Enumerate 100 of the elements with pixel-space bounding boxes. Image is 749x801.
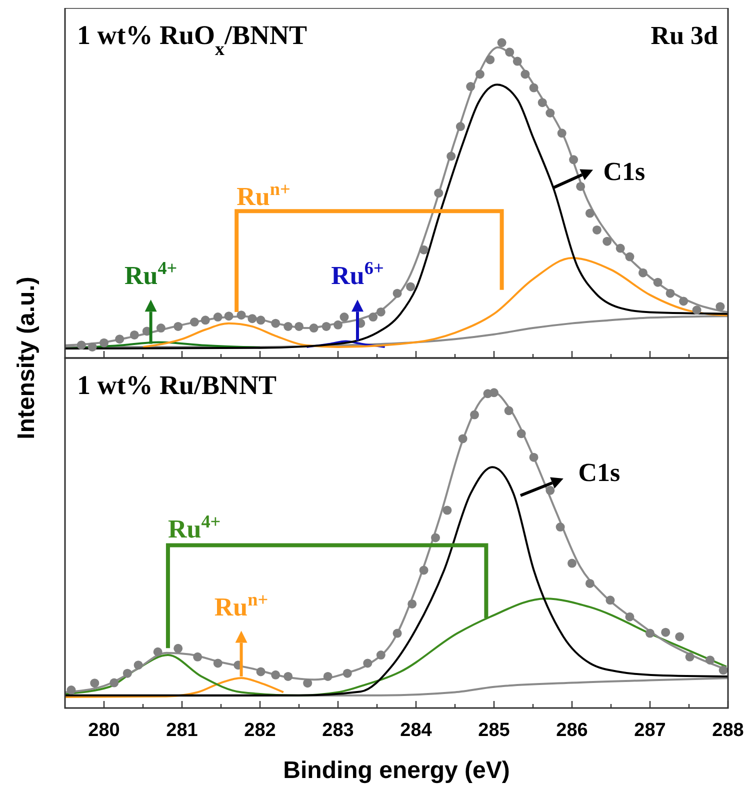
point	[592, 225, 602, 234]
point	[675, 632, 684, 642]
chart-title: 1 wt% Ru/BNNT	[77, 370, 277, 400]
point	[392, 288, 402, 298]
point	[606, 596, 615, 605]
point	[213, 658, 222, 668]
point	[625, 612, 634, 622]
point	[213, 312, 222, 322]
x-tick-label: 283	[322, 720, 354, 741]
point	[256, 667, 266, 676]
point	[538, 98, 547, 108]
point	[556, 522, 565, 532]
x-tick-label: 284	[400, 720, 432, 741]
point	[100, 338, 108, 348]
point	[66, 686, 76, 695]
point	[456, 122, 465, 132]
point	[419, 566, 428, 575]
annotation: Ru$^{n+}$	[214, 589, 268, 622]
y-axis-title: Intensity (a.u.)	[13, 276, 40, 440]
point	[90, 678, 100, 688]
point	[490, 388, 498, 398]
point	[434, 188, 444, 198]
point	[616, 244, 625, 253]
annotation: C1s	[603, 156, 646, 186]
point	[692, 306, 702, 315]
point	[342, 668, 352, 678]
point	[271, 670, 280, 680]
point	[576, 182, 586, 191]
point	[110, 678, 119, 688]
point	[512, 56, 522, 66]
point	[134, 660, 143, 670]
point	[224, 312, 234, 321]
point	[419, 245, 428, 254]
point	[569, 155, 578, 164]
point	[504, 406, 514, 416]
annotation: Ru$^{4+}$	[168, 512, 221, 544]
point	[340, 312, 349, 322]
point	[470, 410, 479, 420]
point	[130, 330, 139, 340]
point	[322, 322, 331, 331]
point	[284, 672, 293, 681]
x-tick-label: 282	[244, 720, 276, 741]
point	[376, 650, 386, 660]
point	[236, 310, 246, 320]
annotation: Ru 3d	[650, 21, 719, 50]
x-tick-label: 285	[478, 720, 510, 741]
point	[174, 644, 183, 653]
point	[557, 128, 566, 138]
point	[546, 486, 555, 495]
point	[309, 324, 318, 333]
point	[363, 658, 372, 668]
point	[193, 652, 202, 662]
point	[190, 318, 199, 327]
point	[442, 506, 452, 515]
point	[174, 322, 183, 331]
point	[546, 108, 555, 118]
x-tick-label: 280	[88, 720, 120, 741]
chart-title: 1 wt% RuO$_{x}$/BNNT	[77, 20, 307, 60]
point	[88, 342, 97, 352]
x-tick-label: 281	[166, 720, 198, 741]
point	[406, 282, 416, 292]
point	[706, 656, 715, 665]
x-tick-label: 287	[634, 720, 666, 741]
annotation: C1s	[578, 458, 620, 487]
point	[153, 647, 162, 656]
point	[505, 48, 514, 57]
point	[679, 296, 688, 306]
point	[76, 340, 86, 350]
point	[646, 628, 654, 638]
point	[585, 578, 594, 588]
point	[475, 70, 484, 79]
point	[529, 452, 538, 462]
x-tick-label: 286	[556, 720, 588, 741]
point	[458, 434, 468, 444]
point	[685, 652, 694, 662]
point	[516, 429, 526, 438]
point	[392, 628, 402, 638]
point	[376, 307, 386, 316]
point	[520, 70, 530, 79]
point	[303, 678, 312, 688]
point	[602, 236, 612, 246]
point	[323, 672, 332, 681]
annotation: Ru$^{n+}$	[236, 178, 290, 211]
point	[284, 322, 293, 331]
point	[115, 334, 124, 344]
point	[294, 322, 304, 331]
point	[661, 628, 670, 637]
point	[408, 599, 417, 608]
x-axis-title: Binding energy (eV)	[283, 757, 510, 784]
point	[446, 152, 456, 161]
point	[585, 208, 594, 218]
point	[716, 302, 725, 312]
annotation: Ru$^{6+}$	[331, 258, 384, 290]
point	[368, 312, 378, 322]
annotation: Ru$^{4+}$	[124, 258, 178, 290]
point	[156, 324, 166, 333]
point	[529, 83, 538, 92]
point	[653, 278, 662, 287]
point	[466, 82, 476, 92]
point	[334, 320, 342, 330]
